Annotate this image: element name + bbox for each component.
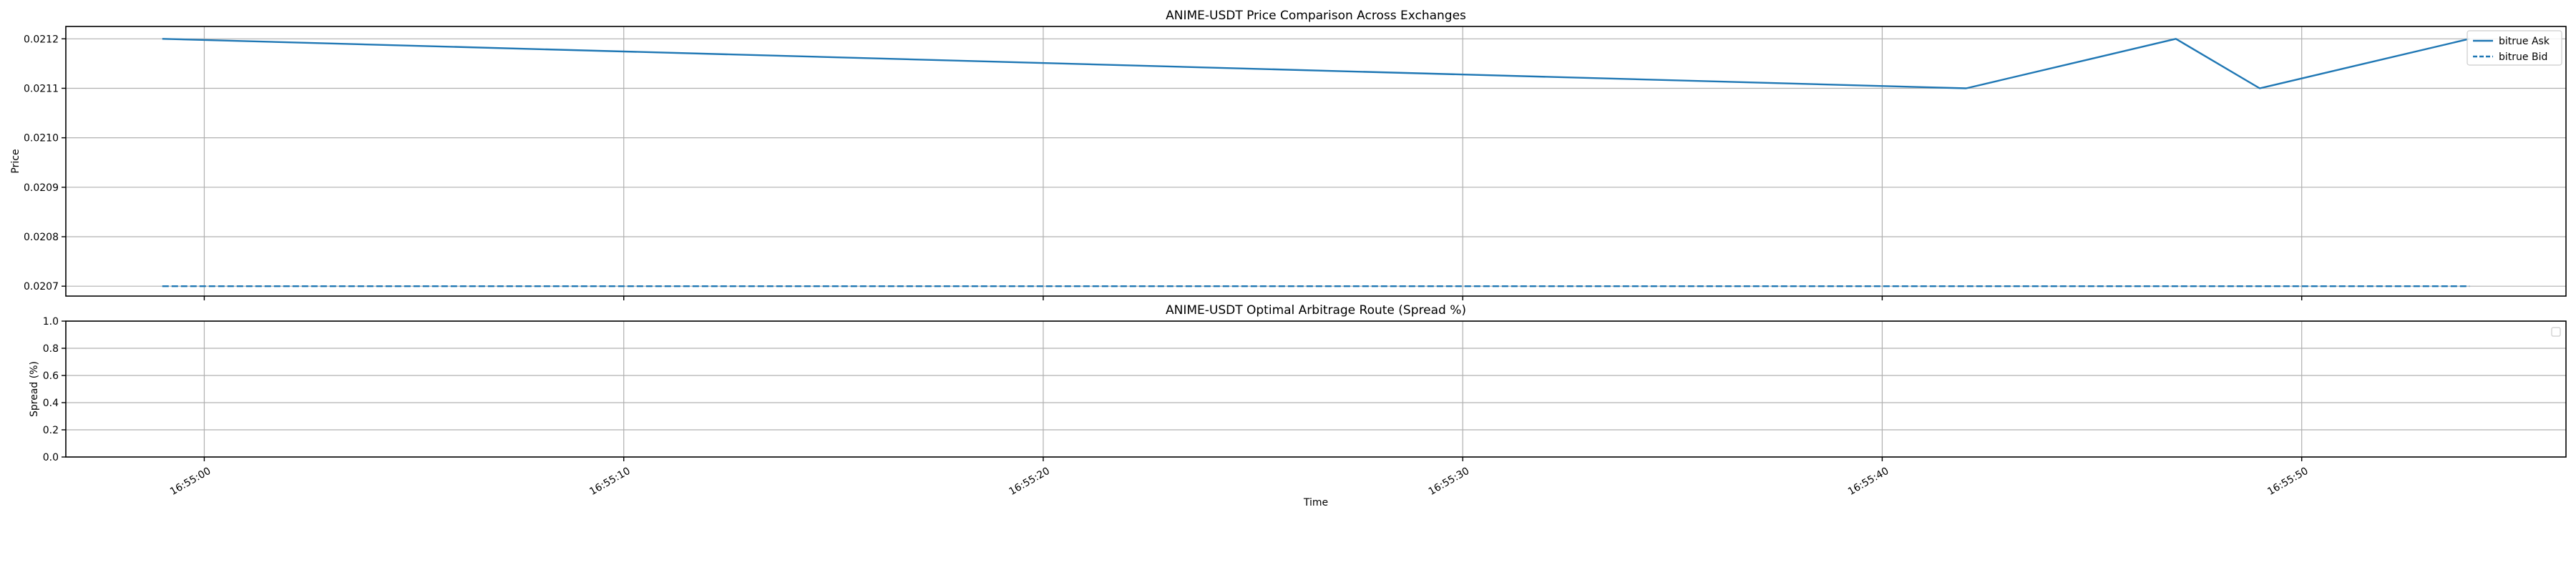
x-tick-label: 16:55:00 <box>168 466 213 498</box>
legend-box <box>2467 30 2562 66</box>
y-tick-label: 0.0210 <box>24 133 59 144</box>
x-axis-label: Time <box>1303 497 1328 508</box>
x-tick-label: 16:55:20 <box>1007 466 1051 498</box>
x-tick-label: 16:55:50 <box>2265 466 2310 498</box>
x-tick-label: 16:55:30 <box>1427 466 1471 498</box>
y-tick-label: 0.0211 <box>24 83 59 94</box>
series-line <box>162 38 2470 89</box>
legend-label: bitrue Ask <box>2499 36 2550 47</box>
y-tick-label: 1.0 <box>43 316 59 328</box>
x-tick-label: 16:55:40 <box>1846 466 1890 498</box>
y-tick-label: 0.0 <box>43 452 59 463</box>
axes-frame <box>65 320 2567 458</box>
legend-box <box>2551 327 2561 337</box>
y-tick-label: 0.0212 <box>24 34 59 45</box>
y-tick-label: 0.6 <box>43 370 59 382</box>
y-tick-label: 0.0207 <box>24 281 59 293</box>
y-tick-label: 0.0209 <box>24 182 59 194</box>
chart-title: ANIME-USDT Price Comparison Across Excha… <box>1166 9 1466 23</box>
y-tick-label: 0.4 <box>43 398 59 409</box>
y-tick-label: 0.2 <box>43 425 59 436</box>
axes-frame <box>65 26 2567 297</box>
legend-label: bitrue Bid <box>2499 51 2547 63</box>
chart-title: ANIME-USDT Optimal Arbitrage Route (Spre… <box>1166 303 1466 318</box>
x-tick-label: 16:55:10 <box>587 466 632 498</box>
y-tick-label: 0.0208 <box>24 232 59 243</box>
y-tick-label: 0.8 <box>43 343 59 355</box>
y-axis-label: Spread (%) <box>29 361 40 417</box>
y-axis-label: Price <box>10 149 21 173</box>
